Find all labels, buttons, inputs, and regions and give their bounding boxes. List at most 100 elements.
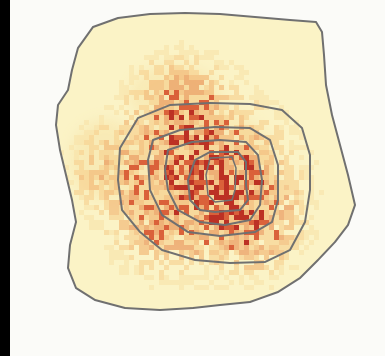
density-cell (284, 255, 289, 260)
density-cell (154, 225, 159, 230)
density-cell (249, 155, 254, 160)
density-cell (204, 195, 209, 200)
density-cell (239, 145, 244, 150)
density-cell (279, 115, 284, 120)
density-cell (124, 90, 129, 95)
density-cell (189, 205, 194, 210)
density-cell (114, 135, 119, 140)
density-cell (199, 175, 204, 180)
density-cell (144, 140, 149, 145)
density-cell (249, 200, 254, 205)
density-cell (119, 225, 124, 230)
density-cell (119, 145, 124, 150)
density-cell (234, 270, 239, 275)
density-cell (244, 255, 249, 260)
density-cell (209, 255, 214, 260)
density-cell (289, 140, 294, 145)
density-cell (279, 200, 284, 205)
density-cell (164, 120, 169, 125)
density-cell (304, 175, 309, 180)
density-cell (184, 200, 189, 205)
density-cell (204, 270, 209, 275)
density-cell (189, 160, 194, 165)
density-cell (139, 120, 144, 125)
density-cell (149, 260, 154, 265)
density-cell (264, 265, 269, 270)
density-cell (209, 115, 214, 120)
density-cell (309, 195, 314, 200)
density-cell (119, 95, 124, 100)
density-cell (164, 205, 169, 210)
density-cell (139, 190, 144, 195)
density-cell (184, 230, 189, 235)
density-cell (249, 275, 254, 280)
density-cell (179, 120, 184, 125)
density-cell (149, 215, 154, 220)
density-cell (144, 260, 149, 265)
density-cell (169, 75, 174, 80)
density-cell (249, 225, 254, 230)
density-cell (164, 45, 169, 50)
density-cell (184, 190, 189, 195)
density-cell (119, 210, 124, 215)
density-cell (124, 270, 129, 275)
density-cell (129, 175, 134, 180)
density-cell (259, 210, 264, 215)
ring-4 (117, 102, 311, 264)
density-cell (129, 65, 134, 70)
density-cell (209, 50, 214, 55)
density-cell (204, 75, 209, 80)
density-cell (209, 90, 214, 95)
density-cell (269, 175, 274, 180)
density-cell (234, 145, 239, 150)
density-cell (74, 160, 79, 165)
density-cell (89, 180, 94, 185)
density-cell (189, 235, 194, 240)
density-cell (184, 280, 189, 285)
density-cell (244, 110, 249, 115)
density-cell (154, 50, 159, 55)
density-cell (169, 100, 174, 105)
density-cell (189, 260, 194, 265)
density-cell (159, 80, 164, 85)
density-cell (264, 175, 269, 180)
density-cell (149, 135, 154, 140)
density-cell (144, 115, 149, 120)
density-cell (204, 240, 209, 245)
density-cell (179, 110, 184, 115)
density-cell (94, 205, 99, 210)
density-cell (209, 260, 214, 265)
density-cell (269, 235, 274, 240)
density-cell (104, 230, 109, 235)
density-cell (124, 160, 129, 165)
density-cell (184, 50, 189, 55)
density-cell (214, 115, 219, 120)
density-cell (234, 210, 239, 215)
density-cell (179, 160, 184, 165)
density-cell (159, 65, 164, 70)
density-cell (154, 210, 159, 215)
density-cell (179, 200, 184, 205)
density-cell (179, 135, 184, 140)
density-cell (139, 135, 144, 140)
density-cell (199, 105, 204, 110)
density-cell (279, 250, 284, 255)
density-cell (269, 200, 274, 205)
density-cell (179, 70, 184, 75)
density-cell (144, 135, 149, 140)
density-cell (169, 225, 174, 230)
density-cell (159, 165, 164, 170)
density-cell (184, 115, 189, 120)
density-cell (249, 95, 254, 100)
density-cell (134, 140, 139, 145)
density-cell (144, 105, 149, 110)
density-cell (94, 175, 99, 180)
density-cell (84, 130, 89, 135)
density-cell (109, 200, 114, 205)
density-cell (159, 50, 164, 55)
density-cell (179, 205, 184, 210)
density-cell (89, 195, 94, 200)
density-cell (154, 185, 159, 190)
density-cell (174, 175, 179, 180)
density-cell (214, 160, 219, 165)
